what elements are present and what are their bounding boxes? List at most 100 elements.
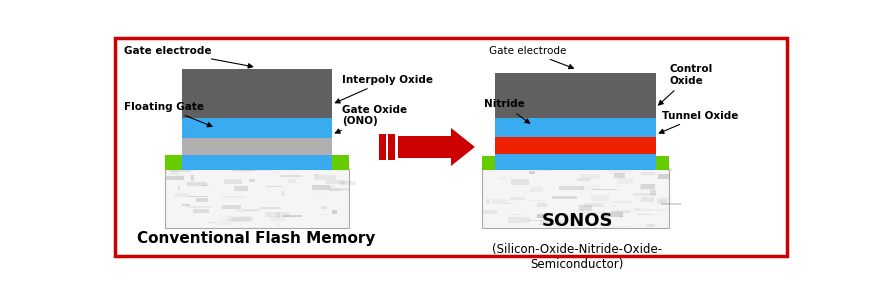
Bar <box>537 214 546 218</box>
Bar <box>656 156 670 171</box>
Bar <box>283 215 302 217</box>
Bar <box>510 179 529 185</box>
Bar <box>171 171 180 175</box>
Bar <box>609 168 632 173</box>
Bar <box>583 203 604 207</box>
Bar <box>580 185 601 190</box>
Bar <box>312 185 330 190</box>
Bar <box>495 154 656 171</box>
Text: Gate Oxide
(ONO): Gate Oxide (ONO) <box>335 105 407 133</box>
Bar <box>661 197 672 203</box>
Bar <box>646 224 656 227</box>
Bar <box>510 197 525 200</box>
Bar <box>618 178 634 184</box>
Bar <box>606 223 614 225</box>
Bar <box>260 207 281 209</box>
Bar <box>165 169 348 228</box>
Bar <box>315 174 318 178</box>
Bar <box>641 172 655 175</box>
Text: Nitride: Nitride <box>484 100 530 123</box>
Bar <box>505 167 510 170</box>
Bar <box>265 212 290 217</box>
Bar <box>579 205 591 211</box>
Bar <box>481 169 670 228</box>
Bar <box>181 69 332 118</box>
Bar <box>181 138 332 155</box>
Bar <box>181 155 332 171</box>
Bar <box>236 209 258 212</box>
Bar <box>501 203 515 204</box>
Bar <box>223 196 246 198</box>
Bar <box>658 174 671 179</box>
Bar <box>634 208 641 212</box>
Bar <box>597 185 600 187</box>
Bar <box>269 216 286 222</box>
Bar <box>581 212 606 213</box>
Bar <box>227 216 252 221</box>
Bar <box>559 186 584 190</box>
Bar <box>643 210 668 211</box>
Bar <box>641 184 655 189</box>
Bar <box>542 166 551 171</box>
Bar <box>244 166 268 171</box>
Text: Gate electrode: Gate electrode <box>123 46 253 68</box>
Bar <box>233 168 253 172</box>
Bar <box>248 179 255 182</box>
Bar <box>332 210 337 214</box>
Bar <box>620 214 623 218</box>
Bar <box>275 172 279 174</box>
Bar <box>662 203 680 205</box>
Bar <box>538 224 563 225</box>
Bar <box>315 194 330 195</box>
Text: (Silicon-Oxide-Nitride-Oxide-
Semiconductor): (Silicon-Oxide-Nitride-Oxide- Semiconduc… <box>492 243 663 271</box>
Bar <box>222 205 241 209</box>
Bar <box>188 196 209 197</box>
Bar <box>187 206 211 208</box>
Bar <box>313 174 323 175</box>
Bar <box>175 173 192 177</box>
Bar <box>221 219 239 222</box>
Bar <box>659 210 665 214</box>
Bar <box>330 188 341 191</box>
Bar <box>611 210 630 213</box>
Text: Control
Oxide: Control Oxide <box>658 64 713 105</box>
Bar <box>194 209 209 213</box>
Bar <box>182 204 190 206</box>
Bar <box>244 210 260 211</box>
Bar <box>509 217 530 223</box>
Text: Floating Gate: Floating Gate <box>123 102 212 127</box>
Bar <box>329 188 350 191</box>
Bar <box>266 186 283 187</box>
Bar <box>499 177 506 180</box>
Bar <box>641 197 654 202</box>
Bar <box>612 201 633 203</box>
Text: SONOS: SONOS <box>541 212 613 230</box>
Bar <box>486 199 490 203</box>
Bar <box>313 175 336 180</box>
Bar <box>569 210 584 212</box>
Bar <box>637 214 655 215</box>
Bar <box>207 222 216 223</box>
Bar <box>276 223 281 227</box>
Bar <box>605 212 623 217</box>
Text: Interpoly Oxide: Interpoly Oxide <box>335 75 433 103</box>
Bar <box>169 167 191 171</box>
Bar <box>231 169 257 171</box>
Bar <box>667 168 672 171</box>
Bar <box>527 200 546 201</box>
Bar <box>537 203 546 207</box>
Bar <box>230 182 232 183</box>
Bar <box>181 164 332 171</box>
Bar <box>282 191 285 196</box>
Bar <box>495 118 656 137</box>
Bar <box>650 190 656 196</box>
Bar <box>165 175 185 180</box>
Bar <box>328 181 345 182</box>
Bar <box>608 198 629 199</box>
Bar <box>276 212 280 218</box>
Bar <box>581 174 600 179</box>
Bar <box>591 195 609 201</box>
Bar <box>224 179 242 184</box>
Bar <box>178 187 180 190</box>
Bar <box>196 198 208 202</box>
